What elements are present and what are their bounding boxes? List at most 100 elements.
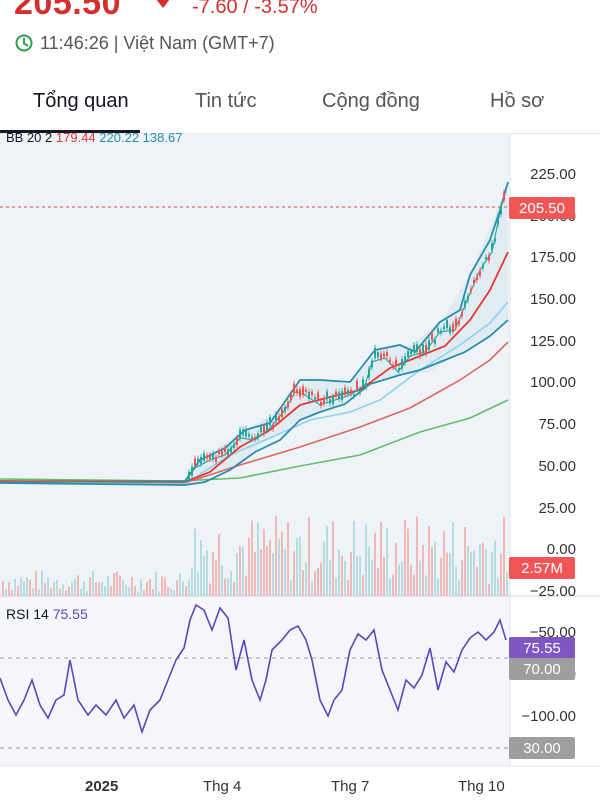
- volume-bar: [503, 516, 505, 596]
- volume-bar: [482, 542, 484, 596]
- tab-news[interactable]: Tin tức: [195, 90, 257, 112]
- candle-body: [314, 397, 316, 400]
- volume-bar: [437, 577, 439, 596]
- candles: [188, 189, 505, 484]
- price-axis-tick: 175.00: [530, 249, 576, 266]
- candle-body: [278, 416, 280, 422]
- bb-legend: BB 20 2 179.44 220.22 138.67: [6, 130, 183, 145]
- volume-bar: [164, 577, 166, 596]
- volume-bar: [311, 581, 313, 596]
- price-axis-tick: 25.00: [538, 500, 576, 517]
- candle-body: [209, 455, 211, 460]
- tab-divider: [0, 133, 600, 134]
- volume-bar: [53, 582, 55, 596]
- ma-orange-red-line: [0, 341, 509, 484]
- volume-bar: [452, 521, 454, 596]
- time-axis-label: 2025: [85, 778, 119, 795]
- candle-body: [320, 401, 322, 406]
- candle-body: [488, 255, 490, 261]
- time-axis-label: Thg 7: [331, 778, 370, 795]
- volume-bar: [359, 556, 361, 596]
- volume-bar: [92, 570, 94, 596]
- candle-body: [233, 443, 235, 448]
- volume-bar: [116, 571, 118, 596]
- candle-body: [236, 437, 238, 445]
- candle-body: [350, 389, 352, 395]
- volume-bar: [350, 552, 352, 596]
- volume-bar: [272, 553, 274, 596]
- volume-bar: [296, 537, 298, 596]
- volume-bar: [17, 585, 19, 596]
- candle-body: [419, 349, 421, 357]
- candle-body: [392, 364, 394, 368]
- volume-bar: [152, 589, 154, 596]
- active-tab-indicator: [0, 130, 140, 134]
- volume-bar: [356, 555, 358, 596]
- candle-body: [422, 344, 424, 354]
- volume-bar: [197, 572, 199, 596]
- bb-lower-line: [0, 319, 509, 486]
- volume-bar: [113, 573, 115, 596]
- volume-bars: [2, 515, 508, 596]
- volume-bar: [179, 573, 181, 596]
- volume-bar: [32, 588, 34, 596]
- candle-body: [272, 424, 274, 430]
- candle-body: [452, 323, 454, 332]
- volume-bar: [317, 567, 319, 596]
- volume-bar: [158, 591, 160, 596]
- volume-bar: [176, 580, 178, 596]
- volume-bar: [368, 546, 370, 596]
- volume-bar: [410, 564, 412, 596]
- volume-bar: [383, 557, 385, 596]
- tab-profile[interactable]: Hồ sơ: [490, 90, 545, 112]
- candle-body: [335, 391, 337, 397]
- candle-body: [347, 389, 349, 395]
- candle-body: [485, 257, 487, 260]
- volume-bar: [221, 565, 223, 596]
- down-arrow-icon: [152, 0, 174, 8]
- candle-body: [395, 359, 397, 367]
- candle-body: [242, 429, 244, 436]
- volume-bar: [320, 562, 322, 596]
- candle-body: [479, 270, 481, 276]
- candle-body: [341, 391, 343, 401]
- candle-body: [254, 437, 256, 440]
- candle-body: [311, 391, 313, 396]
- candle-body: [281, 408, 283, 418]
- volume-bar: [305, 561, 307, 596]
- volume-bar: [269, 539, 271, 596]
- candle-body: [464, 300, 466, 308]
- volume-bar: [431, 547, 433, 596]
- price-axis-tick: 50.00: [538, 458, 576, 475]
- candle-body: [380, 353, 382, 359]
- price-chart[interactable]: [0, 134, 600, 800]
- volume-bar: [218, 533, 220, 596]
- candle-body: [290, 393, 292, 401]
- candle-body: [317, 392, 319, 400]
- rsi-line: [0, 603, 507, 735]
- volume-bar: [485, 549, 487, 596]
- volume-bar: [413, 574, 415, 596]
- volume-bar: [191, 567, 193, 596]
- volume-bar: [143, 590, 145, 596]
- volume-bar: [329, 559, 331, 596]
- candle-body: [323, 397, 325, 404]
- tab-community[interactable]: Cộng đồng: [322, 90, 420, 112]
- volume-bar: [224, 578, 226, 596]
- candle-body: [356, 380, 358, 390]
- volume-bar: [473, 550, 475, 596]
- tab-overview[interactable]: Tổng quan: [33, 90, 129, 112]
- volume-bar: [308, 516, 310, 596]
- candle-body: [500, 206, 502, 215]
- volume-bar: [428, 526, 430, 596]
- volume-bar: [476, 567, 478, 596]
- candle-body: [212, 453, 214, 460]
- candle-body: [197, 458, 199, 464]
- volume-bar: [212, 552, 214, 596]
- price-header: 205.50 -7.60 / -3.57% 11:46:26 | Việt Na…: [0, 0, 600, 70]
- volume-bar: [422, 545, 424, 596]
- volume-bar: [236, 553, 238, 596]
- volume-bar: [206, 550, 208, 596]
- candle-body: [263, 425, 265, 434]
- volume-bar: [119, 575, 121, 596]
